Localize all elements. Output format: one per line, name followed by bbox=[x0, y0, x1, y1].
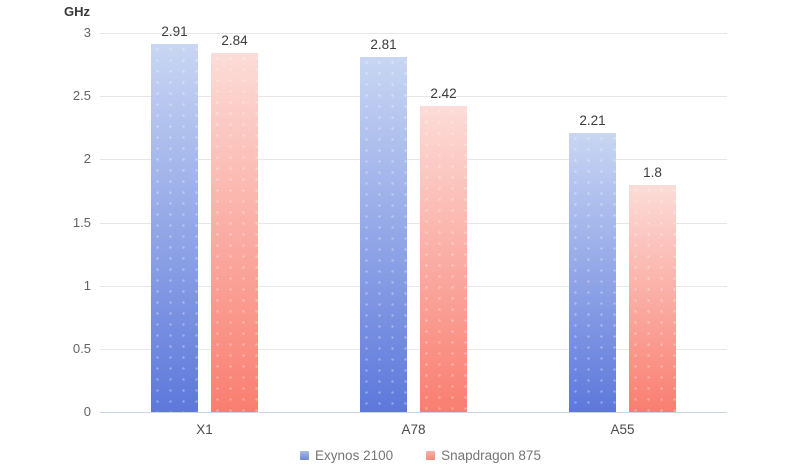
bar: 2.91 bbox=[151, 24, 198, 412]
gridline bbox=[100, 348, 727, 350]
x-axis-line bbox=[100, 412, 727, 413]
bar-value-label: 2.84 bbox=[221, 33, 248, 49]
bar-value-label: 2.21 bbox=[579, 112, 606, 128]
y-tick-label: 0.5 bbox=[72, 340, 91, 356]
gridline bbox=[100, 33, 727, 34]
legend-item: Snapdragon 875 bbox=[426, 448, 541, 463]
y-tick-label: 3 bbox=[83, 25, 91, 40]
bar-group: 2.21 1.8 bbox=[518, 33, 727, 412]
gridline bbox=[100, 285, 727, 287]
y-tick-label: 1.5 bbox=[72, 214, 91, 230]
legend: Exynos 2100 Snapdragon 875 bbox=[0, 448, 800, 463]
y-tick-label: 0 bbox=[83, 404, 91, 419]
y-tick-label: 2 bbox=[83, 151, 91, 167]
gridline bbox=[100, 159, 727, 161]
legend-item: Exynos 2100 bbox=[300, 448, 393, 463]
bar-groups: 2.91 2.84 2.81 2.42 2.21 1.8 bbox=[100, 24, 727, 412]
bar: 2.81 bbox=[360, 37, 407, 412]
bar-value-label: 2.91 bbox=[161, 24, 188, 40]
plot-area: 3 2.5 2 1.5 1 0.5 0 2.91 2.84 2.81 2.42 2.21 1.8 bbox=[73, 24, 727, 419]
bar: 2.42 bbox=[420, 86, 467, 412]
y-axis-title: GHz bbox=[64, 4, 90, 19]
bar-value-label: 2.42 bbox=[430, 86, 457, 102]
gridline bbox=[100, 222, 727, 224]
legend-label: Exynos 2100 bbox=[315, 448, 394, 463]
legend-label: Snapdragon 875 bbox=[441, 448, 541, 463]
bar-value-label: 2.81 bbox=[370, 37, 397, 53]
bar-value-label: 1.8 bbox=[643, 164, 662, 180]
legend-marker-icon bbox=[426, 451, 436, 460]
x-tick-label: A78 bbox=[401, 422, 426, 437]
x-axis-labels: X1 A78 A55 bbox=[100, 422, 727, 437]
y-tick-label: 1 bbox=[83, 277, 91, 293]
bar-group: 2.91 2.84 bbox=[100, 24, 309, 412]
x-tick-label: X1 bbox=[196, 422, 213, 437]
bar-group: 2.81 2.42 bbox=[309, 33, 518, 412]
bar: 1.8 bbox=[629, 165, 676, 412]
x-tick-label: A55 bbox=[610, 422, 635, 437]
gridline bbox=[100, 96, 727, 98]
y-tick-label: 2.5 bbox=[72, 88, 91, 104]
bar: 2.21 bbox=[569, 113, 616, 412]
legend-marker-icon bbox=[300, 451, 310, 460]
bar: 2.84 bbox=[211, 33, 258, 412]
